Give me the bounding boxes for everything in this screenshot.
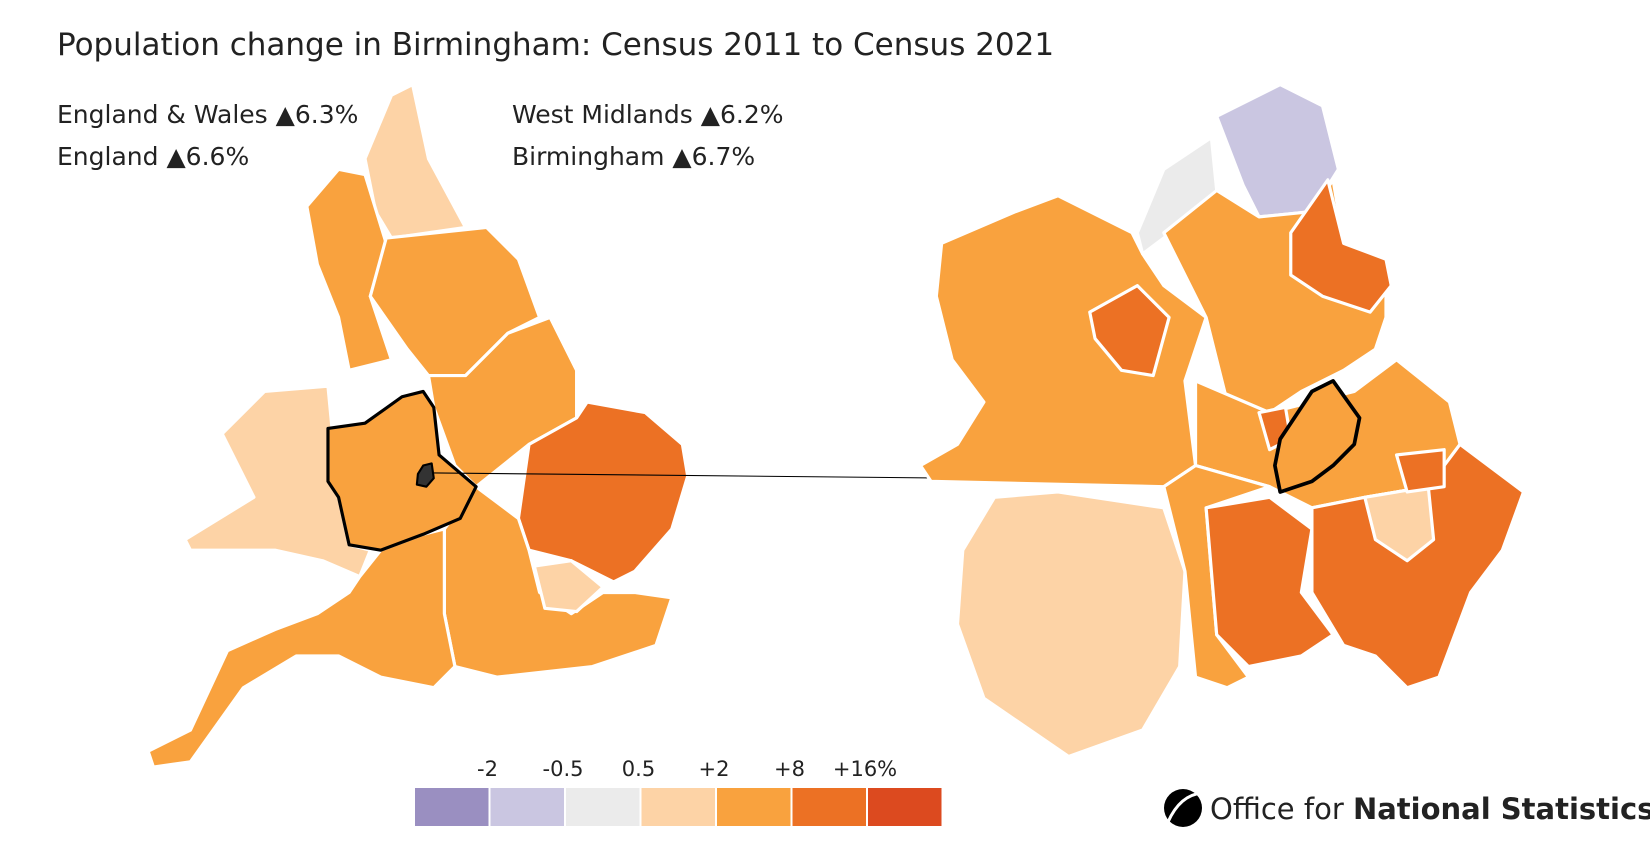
region [1204, 495, 1335, 669]
region [146, 527, 457, 769]
legend-label: 0.5 [622, 757, 655, 781]
region [183, 384, 372, 579]
legend-swatch [868, 788, 942, 826]
region [363, 83, 468, 240]
legend-swatch [415, 788, 489, 826]
region [955, 490, 1187, 759]
region [532, 559, 605, 614]
legend-swatch [641, 788, 715, 826]
legend-swatch [566, 788, 640, 826]
stat-label: West Midlands [512, 100, 693, 129]
stat-value: ▲6.2% [701, 100, 784, 129]
title: Population change in Birmingham: Census … [57, 27, 1054, 63]
region [1289, 178, 1393, 314]
region [1394, 448, 1446, 494]
stats: England & Wales ▲6.3% England ▲6.6% West M… [57, 100, 784, 171]
region [1162, 463, 1272, 690]
birmingham-outline [1273, 379, 1362, 494]
region [326, 389, 478, 552]
logo-bold: National Statistics [1353, 792, 1650, 826]
legend-label: -2 [477, 757, 498, 781]
legend: -2 -0.5 0.5 +2 +8 +16% [415, 757, 942, 826]
stat-value: ▲6.6% [166, 142, 249, 171]
logo-mark [1164, 789, 1202, 827]
stat-label: England & Wales [57, 100, 268, 129]
logo-mark-curve [1166, 791, 1203, 823]
maps [146, 83, 1526, 769]
stat-label: England [57, 142, 159, 171]
region [1088, 284, 1171, 378]
region [305, 167, 394, 372]
birmingham-outline [415, 462, 435, 488]
legend-label: +16% [833, 757, 897, 781]
legend-label: -0.5 [543, 757, 584, 781]
stat: Birmingham ▲6.7% [512, 142, 755, 171]
legend-swatch [490, 788, 564, 826]
region [442, 485, 674, 679]
stat-value: ▲6.3% [276, 100, 359, 129]
england-wales-map [146, 83, 690, 769]
stat: England ▲6.6% [57, 142, 249, 171]
stat-label: Birmingham [512, 142, 664, 171]
stat-value: ▲6.7% [672, 142, 755, 171]
legend-swatch [792, 788, 866, 826]
logo: Office for National Statistics [1164, 789, 1650, 827]
legend-label: +8 [774, 757, 805, 781]
legend-swatch [717, 788, 791, 826]
west-midlands-map [918, 83, 1526, 759]
legend-label: +2 [699, 757, 730, 781]
logo-text: Office for National Statistics [1210, 792, 1650, 826]
logo-light: Office for [1210, 792, 1344, 826]
stat: West Midlands ▲6.2% [512, 100, 784, 129]
stat: England & Wales ▲6.3% [57, 100, 358, 129]
